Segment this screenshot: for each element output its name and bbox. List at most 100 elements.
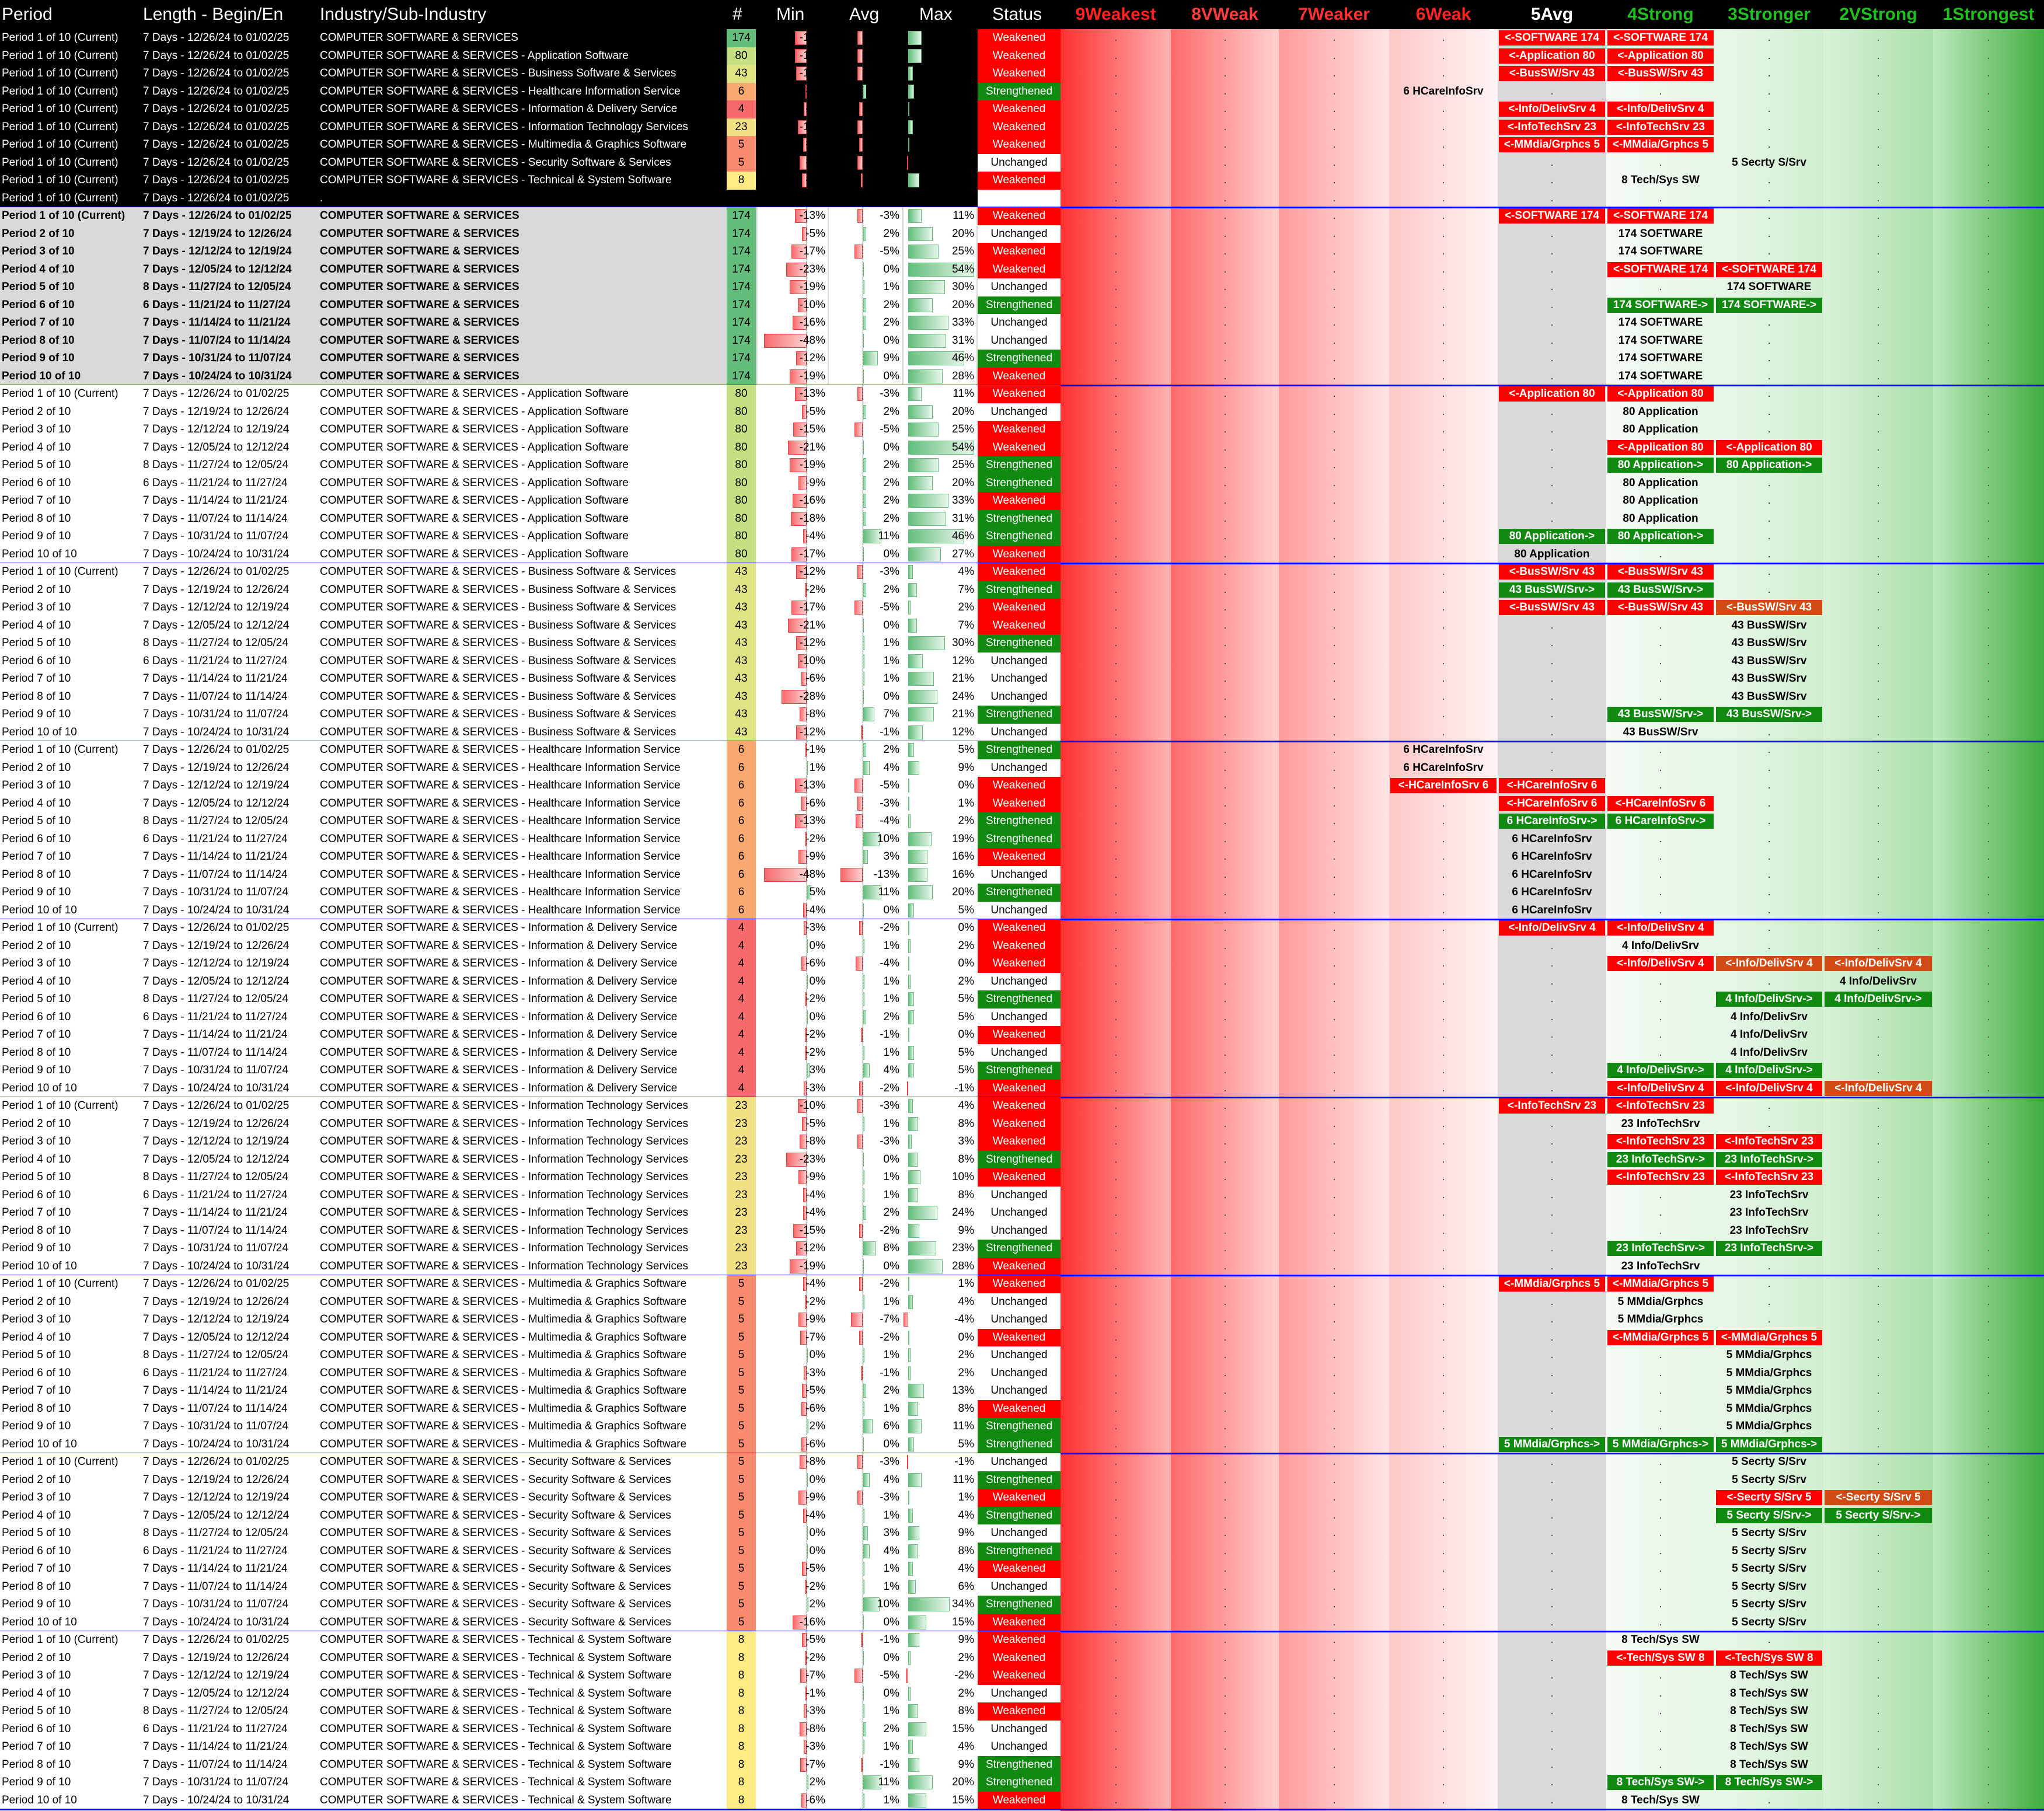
table-row[interactable]: Period 8 of 10 7 Days - 11/07/24 to 11/14…	[0, 688, 2044, 706]
table-row[interactable]: Period 7 of 10 7 Days - 11/14/24 to 11/21…	[0, 1382, 2044, 1400]
table-row[interactable]: Period 5 of 10 8 Days - 11/27/24 to 12/05…	[0, 456, 2044, 474]
table-row[interactable]: Period 1 of 10 (Current) 7 Days - 12/26/2…	[0, 172, 2044, 190]
header-max[interactable]: Max	[919, 5, 953, 24]
rank-marker[interactable]: <-SOFTWARE 174	[1499, 208, 1605, 224]
rank-marker[interactable]: 80 Application	[1623, 494, 1698, 507]
rank-marker[interactable]: 23 InfoTechSrv	[1621, 1117, 1700, 1130]
table-row[interactable]: Period 5 of 10 8 Days - 11/27/24 to 12/05…	[0, 812, 2044, 831]
table-row[interactable]: Period 8 of 10 7 Days - 11/07/24 to 11/14…	[0, 332, 2044, 350]
table-row[interactable]: Period 9 of 10 7 Days - 10/31/24 to 11/07…	[0, 350, 2044, 368]
rank-marker[interactable]: 8 Tech/Sys SW	[1730, 1687, 1808, 1700]
rank-marker[interactable]: 6 HCareInfoSrv	[1403, 85, 1484, 97]
rank-marker[interactable]: <-BusSW/Srv 43	[1607, 564, 1714, 580]
rank-marker[interactable]: 8 Tech/Sys SW	[1730, 1705, 1808, 1717]
rank-marker[interactable]: 5 MMdia/Grphcs->	[1499, 1436, 1605, 1452]
table-row[interactable]: Period 6 of 10 6 Days - 11/21/24 to 11/27…	[0, 1364, 2044, 1382]
rank-marker[interactable]: 4 Info/DelivSrv->	[1716, 1063, 1822, 1078]
rank-marker[interactable]: 5 MMdia/Grphcs	[1726, 1420, 1812, 1432]
rank-marker[interactable]: <-Info/DelivSrv 4	[1607, 920, 1714, 936]
rank-marker[interactable]: 43 BusSW/Srv	[1623, 725, 1698, 738]
rank-marker[interactable]: 80 Application	[1623, 423, 1698, 435]
header-avg[interactable]: Avg	[849, 5, 880, 24]
rank-marker[interactable]: 23 InfoTechSrv->	[1607, 1151, 1714, 1167]
table-row[interactable]: Period 5 of 10 8 Days - 11/27/24 to 12/05…	[0, 278, 2044, 296]
rank-marker[interactable]: <-MMdia/Grphcs 5	[1607, 1330, 1714, 1345]
rank-marker[interactable]: 6 HCareInfoSrv	[1512, 868, 1592, 881]
rank-marker[interactable]: 6 HCareInfoSrv	[1512, 886, 1592, 898]
rank-marker[interactable]: <-MMdia/Grphcs 5	[1607, 137, 1714, 152]
rank-marker[interactable]: 8 Tech/Sys SW	[1621, 1793, 1700, 1806]
table-row[interactable]: Period 1 of 10 (Current) 7 Days - 12/26/2…	[0, 65, 2044, 83]
table-row[interactable]: Period 2 of 10 7 Days - 12/19/24 to 12/26…	[0, 403, 2044, 421]
table-row[interactable]: Period 1 of 10 (Current) 7 Days - 12/26/2…	[0, 29, 2044, 47]
rank-marker[interactable]: <-BusSW/Srv 43	[1499, 66, 1605, 81]
rank-marker[interactable]: <-InfoTechSrv 23	[1499, 1098, 1605, 1114]
table-row[interactable]: Period 1 of 10 (Current) 7 Days - 12/26/2…	[0, 1275, 2044, 1293]
rank-marker[interactable]: <-InfoTechSrv 23	[1716, 1170, 1822, 1185]
rank-marker[interactable]: <-HCareInfoSrv 6	[1390, 778, 1497, 793]
rank-marker[interactable]: 80 Application->	[1607, 529, 1714, 544]
rank-marker[interactable]: 174 SOFTWARE	[1726, 281, 1812, 293]
rank-marker[interactable]: <-MMdia/Grphcs 5	[1499, 137, 1605, 152]
table-row[interactable]: Period 10 of 10 7 Days - 10/24/24 to 10/3…	[0, 545, 2044, 563]
rank-marker[interactable]: <-MMdia/Grphcs 5	[1499, 1276, 1605, 1292]
rank-marker[interactable]: <-Application 80	[1499, 386, 1605, 402]
table-row[interactable]: Period 1 of 10 (Current) 7 Days - 12/26/2…	[0, 100, 2044, 118]
rank-marker[interactable]: 5 MMdia/Grphcs	[1617, 1313, 1704, 1325]
table-row[interactable]: Period 3 of 10 7 Days - 12/12/24 to 12/19…	[0, 1667, 2044, 1685]
rank-marker[interactable]: 4 Info/DelivSrv->	[1825, 992, 1932, 1007]
rank-marker[interactable]: <-HCareInfoSrv 6	[1499, 778, 1605, 793]
table-row[interactable]: Period 10 of 10 7 Days - 10/24/24 to 10/3…	[0, 1791, 2044, 1809]
rank-marker[interactable]: <-InfoTechSrv 23	[1607, 119, 1714, 135]
rank-marker[interactable]: 174 SOFTWARE->	[1607, 297, 1714, 313]
table-row[interactable]: Period 4 of 10 7 Days - 12/05/24 to 12/12…	[0, 260, 2044, 278]
rank-marker[interactable]: <-InfoTechSrv 23	[1607, 1170, 1714, 1185]
table-row[interactable]: Period 4 of 10 7 Days - 12/05/24 to 12/12…	[0, 1328, 2044, 1346]
table-row[interactable]: Period 7 of 10 7 Days - 11/14/24 to 11/21…	[0, 1026, 2044, 1044]
rank-marker[interactable]: 5 Secrty S/Srv->	[1825, 1508, 1932, 1523]
table-row[interactable]: Period 1 of 10 (Current) 7 Days - 12/26/2…	[0, 47, 2044, 65]
table-row[interactable]: Period 9 of 10 7 Days - 10/31/24 to 11/07…	[0, 1774, 2044, 1792]
rank-marker[interactable]: 174 SOFTWARE	[1618, 369, 1703, 382]
rank-marker[interactable]: <-Tech/Sys SW 8	[1607, 1650, 1714, 1666]
rank-marker[interactable]: <-InfoTechSrv 23	[1716, 1134, 1822, 1149]
table-row[interactable]: Period 3 of 10 7 Days - 12/12/24 to 12/19…	[0, 777, 2044, 795]
table-row[interactable]: Period 4 of 10 7 Days - 12/05/24 to 12/12…	[0, 438, 2044, 456]
table-row[interactable]: Period 5 of 10 8 Days - 11/27/24 to 12/05…	[0, 1524, 2044, 1543]
rank-marker[interactable]: 8 Tech/Sys SW	[1730, 1669, 1808, 1681]
table-row[interactable]: Period 6 of 10 6 Days - 11/21/24 to 11/27…	[0, 1008, 2044, 1026]
rank-marker[interactable]: <-BusSW/Srv 43	[1716, 600, 1822, 615]
table-row[interactable]: Period 5 of 10 8 Days - 11/27/24 to 12/05…	[0, 1346, 2044, 1365]
table-row[interactable]: Period 6 of 10 6 Days - 11/21/24 to 11/27…	[0, 296, 2044, 314]
table-row[interactable]: Period 5 of 10 8 Days - 11/27/24 to 12/05…	[0, 1702, 2044, 1721]
table-row[interactable]: Period 8 of 10 7 Days - 11/07/24 to 11/14…	[0, 1578, 2044, 1596]
table-row[interactable]: Period 8 of 10 7 Days - 11/07/24 to 11/14…	[0, 1756, 2044, 1774]
rank-marker[interactable]: 23 InfoTechSrv	[1621, 1259, 1700, 1272]
header-7weaker[interactable]: 7Weaker	[1298, 5, 1370, 24]
rank-marker[interactable]: 4 Info/DelivSrv	[1731, 1010, 1808, 1023]
table-row[interactable]: Period 6 of 10 6 Days - 11/21/24 to 11/27…	[0, 1720, 2044, 1738]
rank-marker[interactable]: 80 Application	[1623, 512, 1698, 525]
header-industry-sub-industry[interactable]: Industry/Sub-Industry	[320, 5, 487, 24]
table-row[interactable]: Period 1 of 10 (Current) 7 Days - 12/26/2…	[0, 82, 2044, 100]
rank-marker[interactable]: <-InfoTechSrv 23	[1607, 1098, 1714, 1114]
rank-marker[interactable]: 43 BusSW/Srv	[1731, 654, 1807, 667]
header-8vweak[interactable]: 8VWeak	[1191, 5, 1258, 24]
rank-marker[interactable]: 43 BusSW/Srv	[1731, 690, 1807, 703]
table-row[interactable]: Period 1 of 10 (Current) 7 Days - 12/26/2…	[0, 741, 2044, 759]
rank-marker[interactable]: <-Info/DelivSrv 4	[1607, 1080, 1714, 1096]
rank-marker[interactable]: 5 Secrty S/Srv	[1732, 1615, 1806, 1628]
rank-marker[interactable]: 5 Secrty S/Srv	[1732, 1527, 1806, 1539]
rank-marker[interactable]: <-Info/DelivSrv 4	[1825, 1080, 1932, 1096]
rank-marker[interactable]: <-Application 80	[1607, 48, 1714, 64]
table-row[interactable]: Period 9 of 10 7 Days - 10/31/24 to 11/07…	[0, 884, 2044, 902]
table-row[interactable]: Period 9 of 10 7 Days - 10/31/24 to 11/07…	[0, 1240, 2044, 1258]
table-row[interactable]: Period 10 of 10 7 Days - 10/24/24 to 10/3…	[0, 1079, 2044, 1097]
rank-marker[interactable]: 6 HCareInfoSrv	[1512, 903, 1592, 916]
header-2vstrong[interactable]: 2VStrong	[1839, 5, 1917, 24]
table-row[interactable]: Period 5 of 10 8 Days - 11/27/24 to 12/05…	[0, 990, 2044, 1009]
rank-marker[interactable]: 43 BusSW/Srv	[1731, 619, 1807, 631]
table-row[interactable]: Period 1 of 10 (Current) 7 Days - 12/26/2…	[0, 1453, 2044, 1471]
table-row[interactable]: Period 8 of 10 7 Days - 11/07/24 to 11/14…	[0, 510, 2044, 528]
rank-marker[interactable]: 5 MMdia/Grphcs	[1726, 1349, 1812, 1361]
